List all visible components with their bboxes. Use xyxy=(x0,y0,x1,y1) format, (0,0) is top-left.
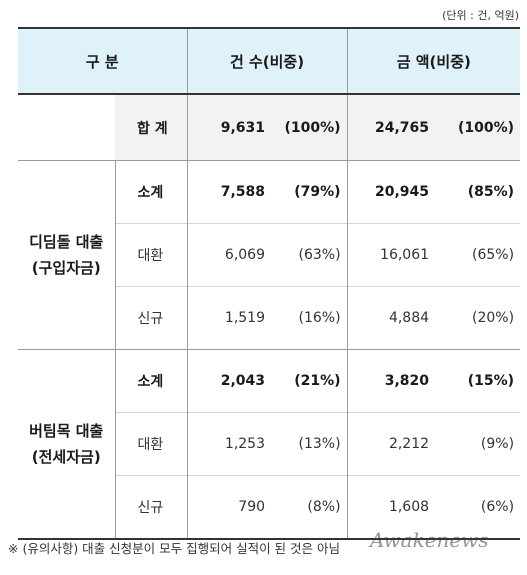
group1-name-line2: (구입자금) xyxy=(31,259,101,277)
row-label: 신규 xyxy=(114,475,188,540)
row-count: 790 xyxy=(186,475,272,540)
total-row: 합 계 9,631 (100%) 24,765 (100%) xyxy=(18,94,521,161)
row-count: 1,253 xyxy=(186,412,272,476)
row-amount: 4,884 xyxy=(346,286,436,350)
row-label: 신규 xyxy=(114,286,188,350)
group1-subtotal-row: 디딤돌 대출 (구입자금) 소계 7,588 (79%) 20,945 (85%… xyxy=(18,160,521,350)
row-amount: 20,945 xyxy=(346,160,436,224)
unit-label: (단위 : 건, 억원) xyxy=(442,9,519,22)
row-count: 7,588 xyxy=(186,160,272,224)
group1-refinance-row: 대환 6,069 (63%) 16,061 (65%) xyxy=(18,223,521,287)
total-label: 합 계 xyxy=(115,94,188,161)
row-count: 2,043 xyxy=(186,349,272,413)
row-amount-pct: (9%) xyxy=(435,412,521,476)
row-count-pct: (8%) xyxy=(271,475,348,540)
row-amount: 16,061 xyxy=(346,223,436,287)
group2-subtotal-row: 버팀목 대출 (전세자금) 소계 2,043 (21%) 3,820 (15%) xyxy=(18,349,521,540)
header-category: 구 분 xyxy=(18,27,188,95)
row-amount-pct: (65%) xyxy=(435,223,521,287)
row-label: 소계 xyxy=(114,349,188,413)
group2-name-line1: 버팀목 대출 xyxy=(29,422,104,440)
row-amount-pct: (20%) xyxy=(435,286,521,350)
row-amount: 2,212 xyxy=(346,412,436,476)
total-amount-pct: (100%) xyxy=(435,94,521,161)
header-row: 구 분 건 수(비중) 금 액(비중) xyxy=(18,27,521,95)
group1-name: 디딤돌 대출 (구입자금) xyxy=(18,160,115,350)
row-count-pct: (79%) xyxy=(271,160,348,224)
header-count: 건 수(비중) xyxy=(186,27,348,95)
row-amount-pct: (6%) xyxy=(435,475,521,540)
row-amount: 3,820 xyxy=(346,349,436,413)
row-label: 소계 xyxy=(114,160,188,224)
group2-new-row: 신규 790 (8%) 1,608 (6%) xyxy=(18,475,521,540)
group1-name-line1: 디딤돌 대출 xyxy=(29,233,104,251)
header-amount: 금 액(비중) xyxy=(346,27,521,95)
row-label: 대환 xyxy=(114,412,188,476)
total-count-pct: (100%) xyxy=(271,94,348,161)
row-amount-pct: (85%) xyxy=(435,160,521,224)
row-count-pct: (16%) xyxy=(271,286,348,350)
total-amount: 24,765 xyxy=(346,94,436,161)
row-count: 6,069 xyxy=(186,223,272,287)
group2-name: 버팀목 대출 (전세자금) xyxy=(18,349,115,540)
group2-refinance-row: 대환 1,253 (13%) 2,212 (9%) xyxy=(18,412,521,476)
loan-statistics-table: 구 분 건 수(비중) 금 액(비중) 합 계 9,631 (100%) 24,… xyxy=(18,27,521,540)
group1-new-row: 신규 1,519 (16%) 4,884 (20%) xyxy=(18,286,521,350)
row-count-pct: (13%) xyxy=(271,412,348,476)
row-count-pct: (63%) xyxy=(271,223,348,287)
total-blank-cell xyxy=(18,94,115,161)
row-label: 대환 xyxy=(114,223,188,287)
row-amount-pct: (15%) xyxy=(435,349,521,413)
total-count: 9,631 xyxy=(186,94,272,161)
watermark-logo: Awakenews xyxy=(370,528,489,552)
footnote: ※ (유의사항) 대출 신청분이 모두 집행되어 실적이 된 것은 아님 xyxy=(8,541,340,556)
row-count: 1,519 xyxy=(186,286,272,350)
row-amount: 1,608 xyxy=(346,475,436,540)
group2-name-line2: (전세자금) xyxy=(31,448,101,466)
row-count-pct: (21%) xyxy=(271,349,348,413)
